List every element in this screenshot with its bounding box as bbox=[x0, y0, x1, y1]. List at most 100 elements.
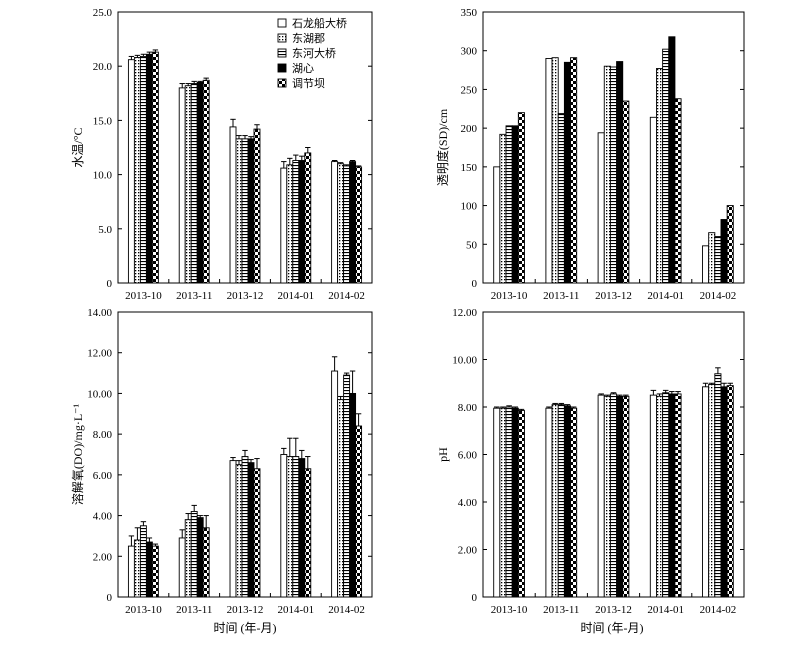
y-tick-label: 350 bbox=[461, 7, 478, 19]
bar bbox=[331, 370, 339, 598]
bar bbox=[563, 61, 571, 284]
bar bbox=[493, 166, 501, 284]
legend-swatch bbox=[277, 33, 287, 43]
x-tick-label: 2013-11 bbox=[176, 604, 212, 616]
bar bbox=[668, 393, 676, 598]
bar bbox=[292, 160, 300, 284]
bar bbox=[235, 464, 243, 598]
bar bbox=[235, 138, 243, 284]
bar bbox=[570, 407, 578, 598]
bar bbox=[349, 392, 357, 598]
bar bbox=[557, 404, 565, 598]
bar bbox=[184, 85, 192, 284]
bar bbox=[609, 66, 618, 284]
x-tick-label: 2014-02 bbox=[700, 290, 737, 302]
y-tick-label: 8.00 bbox=[93, 429, 113, 441]
legend-label: 调节坝 bbox=[292, 76, 325, 90]
bar bbox=[343, 374, 351, 598]
x-axis-title-left: 时间 (年-月) bbox=[214, 621, 277, 635]
bar bbox=[190, 83, 198, 284]
y-tick-label: 14.00 bbox=[87, 307, 112, 319]
bar bbox=[563, 405, 571, 598]
legend-label: 湖心 bbox=[292, 62, 314, 75]
bar bbox=[597, 394, 605, 598]
chart-panel-2: 0 50 100 150 200 250 300 350 透明度(SD)/cm 2013-10 20… bbox=[435, 7, 745, 302]
bar bbox=[139, 55, 147, 284]
legend-label: 东河大桥 bbox=[292, 46, 336, 60]
x-tick-label: 2014-01 bbox=[277, 290, 314, 302]
chart-panel-1: 0 5.0 10.0 15.0 20.0 25.0 水温/°C 2013-10 2013-11 2… bbox=[71, 7, 373, 302]
bar bbox=[127, 59, 135, 284]
bar bbox=[286, 456, 294, 598]
bar bbox=[292, 456, 300, 598]
bar bbox=[714, 373, 722, 598]
bar bbox=[145, 53, 153, 284]
y-tick-label: 200 bbox=[461, 123, 478, 135]
bar bbox=[241, 456, 249, 598]
bar bbox=[702, 245, 710, 284]
bar bbox=[656, 395, 664, 598]
bar bbox=[656, 68, 664, 284]
y-tick-label: 100 bbox=[461, 201, 478, 213]
y-tick-label: 150 bbox=[461, 162, 478, 174]
bar bbox=[714, 236, 722, 284]
bar bbox=[304, 468, 312, 598]
bar bbox=[499, 407, 507, 598]
y-tick-label: 8.00 bbox=[458, 402, 478, 414]
bar bbox=[133, 539, 141, 598]
legend-swatch bbox=[277, 78, 287, 88]
legend-swatch bbox=[277, 48, 287, 58]
bar bbox=[331, 161, 339, 284]
y-tick-label: 0 bbox=[107, 592, 113, 604]
x-tick-label: 2013-12 bbox=[227, 604, 264, 616]
x-tick-label: 2013-10 bbox=[125, 290, 162, 302]
bar bbox=[668, 36, 676, 284]
bar bbox=[337, 163, 345, 284]
x-axis-title-right: 时间 (年-月) bbox=[581, 621, 644, 635]
bar bbox=[622, 395, 630, 598]
y-axis-title: pH bbox=[436, 447, 450, 462]
legend-swatch bbox=[277, 63, 287, 73]
bar bbox=[184, 519, 192, 598]
bar bbox=[702, 386, 710, 598]
bar bbox=[151, 51, 159, 284]
bar bbox=[505, 125, 513, 284]
bar bbox=[720, 219, 728, 284]
y-tick-label: 6.00 bbox=[458, 450, 478, 462]
bar bbox=[674, 393, 682, 598]
bar bbox=[202, 79, 210, 284]
y-tick-label: 300 bbox=[461, 46, 478, 58]
bar bbox=[241, 138, 249, 284]
bar bbox=[298, 160, 306, 284]
bar bbox=[196, 517, 204, 598]
y-axis-title: 水温/°C bbox=[71, 127, 85, 167]
bar bbox=[280, 454, 288, 598]
y-tick-label: 2.00 bbox=[93, 551, 113, 563]
x-tick-label: 2013-12 bbox=[595, 604, 632, 616]
bar bbox=[609, 393, 618, 598]
bar bbox=[505, 406, 513, 598]
legend-swatch bbox=[277, 18, 287, 28]
bar bbox=[349, 161, 357, 284]
bar bbox=[511, 407, 519, 598]
bar bbox=[151, 545, 159, 598]
bar bbox=[178, 537, 186, 598]
y-axis-title: 透明度(SD)/cm bbox=[435, 108, 450, 186]
bar bbox=[355, 425, 363, 598]
bar bbox=[570, 57, 578, 284]
chart-panel-3: 0 2.00 4.00 6.00 8.00 10.00 12.00 14.00 溶解氧(DO)/… bbox=[70, 307, 373, 616]
bar bbox=[616, 61, 624, 284]
x-tick-label: 2014-02 bbox=[328, 604, 365, 616]
legend-label: 石龙船大桥 bbox=[292, 16, 347, 30]
bar bbox=[499, 133, 507, 284]
bar bbox=[247, 138, 255, 284]
bar bbox=[649, 394, 657, 598]
bar bbox=[127, 545, 135, 598]
x-tick-label: 2013-11 bbox=[543, 290, 579, 302]
bar bbox=[551, 404, 559, 598]
y-axis-title: 溶解氧(DO)/mg·L⁻¹ bbox=[70, 403, 85, 505]
y-tick-label: 2.00 bbox=[458, 545, 478, 557]
y-tick-label: 15.0 bbox=[93, 115, 113, 127]
bar bbox=[133, 57, 141, 284]
